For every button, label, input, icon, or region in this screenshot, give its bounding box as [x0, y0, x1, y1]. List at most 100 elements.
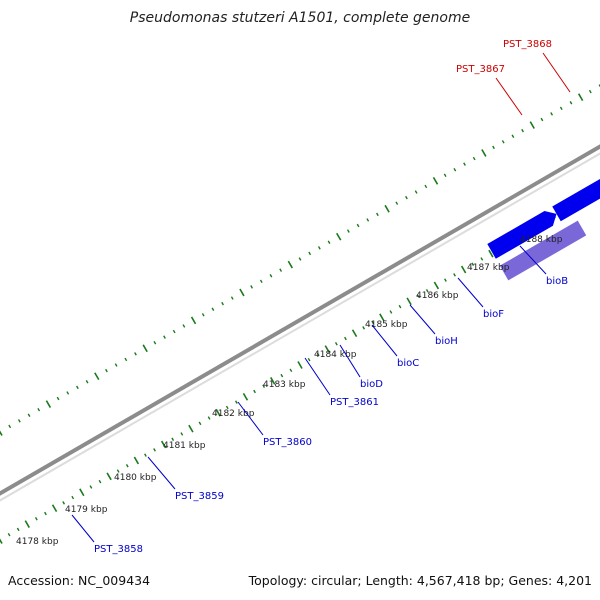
tick-mark [379, 313, 385, 322]
tick-mark [215, 408, 221, 417]
tick-mark [453, 167, 457, 172]
tick-mark [37, 407, 41, 412]
tick-mark [44, 511, 47, 516]
tick-mark [317, 246, 321, 250]
tick-mark [356, 223, 360, 228]
tick-mark [424, 184, 428, 189]
tick-mark [98, 479, 102, 484]
tick-mark [460, 265, 467, 274]
tick-mark [569, 101, 573, 105]
scale-label: 4186 kbp [416, 291, 459, 301]
tick-mark [230, 296, 234, 300]
gene-label-bioC: bioC [397, 358, 419, 369]
tick-mark [71, 495, 75, 500]
tick-mark [125, 464, 129, 468]
leader-line [519, 245, 547, 275]
tick-mark [188, 424, 194, 433]
tick-mark [239, 288, 245, 297]
tick-mark [298, 257, 302, 261]
tick-mark [105, 368, 108, 373]
gene-label-bioD: bioD [360, 379, 383, 390]
tick-mark [307, 357, 311, 362]
leader-line [304, 357, 331, 396]
outer-tick-track [0, 84, 600, 436]
gene-label-bioF: bioF [483, 309, 504, 320]
tick-mark [171, 437, 175, 441]
tick-mark [172, 329, 176, 334]
tick-mark [142, 344, 148, 353]
tick-mark [362, 326, 366, 330]
tick-mark [492, 145, 495, 150]
tick-mark [253, 389, 256, 394]
tick-mark [344, 336, 347, 341]
leader-line [237, 401, 264, 436]
tick-mark [79, 488, 85, 497]
tick-mark [598, 84, 600, 88]
tick-mark [395, 201, 399, 205]
leader-line [71, 514, 95, 543]
gene-PST_3858 [487, 211, 557, 259]
tick-mark [259, 279, 263, 284]
tick-mark [540, 117, 544, 122]
tick-mark [511, 134, 515, 138]
tick-mark [389, 310, 393, 314]
tick-mark [279, 268, 283, 272]
tick-mark [51, 504, 58, 513]
tick-mark [416, 294, 420, 298]
scale-label: 4187 kbp [467, 263, 510, 273]
tick-mark [0, 538, 3, 544]
tick-mark [89, 485, 93, 489]
gene-label-PST_3860: PST_3860 [263, 437, 312, 448]
gene-label-PST_3859: PST_3859 [175, 491, 224, 502]
leader-line [409, 304, 436, 335]
tick-mark [144, 453, 147, 457]
gene-PST_3859-forward [552, 178, 600, 222]
tick-mark [16, 527, 20, 532]
scale-label: 4184 kbp [314, 350, 357, 360]
tick-mark [324, 345, 330, 353]
tick-mark [481, 149, 487, 157]
gene-label-bioB: bioB [546, 276, 568, 287]
tick-mark [250, 285, 254, 289]
tick-mark [201, 313, 205, 317]
scale-label: 4182 kbp [212, 409, 255, 419]
tick-mark [160, 440, 167, 449]
gene-label-PST_3868: PST_3868 [503, 39, 552, 50]
tick-mark [463, 162, 466, 166]
tick-mark [334, 342, 338, 346]
tick-mark [134, 352, 137, 356]
tick-mark [116, 469, 120, 473]
gene-features [487, 178, 600, 281]
tick-mark [124, 357, 128, 362]
tick-mark [0, 430, 3, 436]
tick-mark [398, 304, 402, 309]
leader-line [495, 77, 523, 116]
scale-label: 4188 kbp [520, 235, 563, 245]
tick-mark [270, 377, 276, 385]
tick-mark [559, 106, 563, 111]
scale-label: 4185 kbp [365, 320, 408, 330]
tick-mark [453, 273, 456, 277]
tick-mark [336, 232, 342, 241]
tick-mark [308, 251, 312, 256]
tick-mark [444, 278, 447, 282]
gene-label-group: PST_3858 PST_3859 PST_3860 PST_3861 bioD bioC… [94, 39, 568, 555]
tick-mark [180, 432, 184, 436]
scale-labels: 4178 kbp 4179 kbp 4180 kbp 4181 kbp 4182 kbp… [16, 235, 563, 547]
tick-mark [62, 501, 66, 505]
tick-mark [76, 385, 79, 390]
tick-mark [366, 218, 370, 222]
tick-mark [163, 335, 166, 339]
tick-mark [114, 363, 118, 367]
scale-label: 4179 kbp [65, 505, 108, 515]
tick-mark [384, 204, 390, 213]
tick-mark [577, 93, 584, 102]
tick-mark [242, 392, 249, 401]
tick-mark [501, 140, 505, 144]
tick-mark [106, 472, 112, 481]
tick-mark [225, 405, 229, 410]
tick-mark [211, 307, 215, 311]
tick-mark [27, 413, 31, 417]
label-leader-lines [71, 52, 571, 543]
